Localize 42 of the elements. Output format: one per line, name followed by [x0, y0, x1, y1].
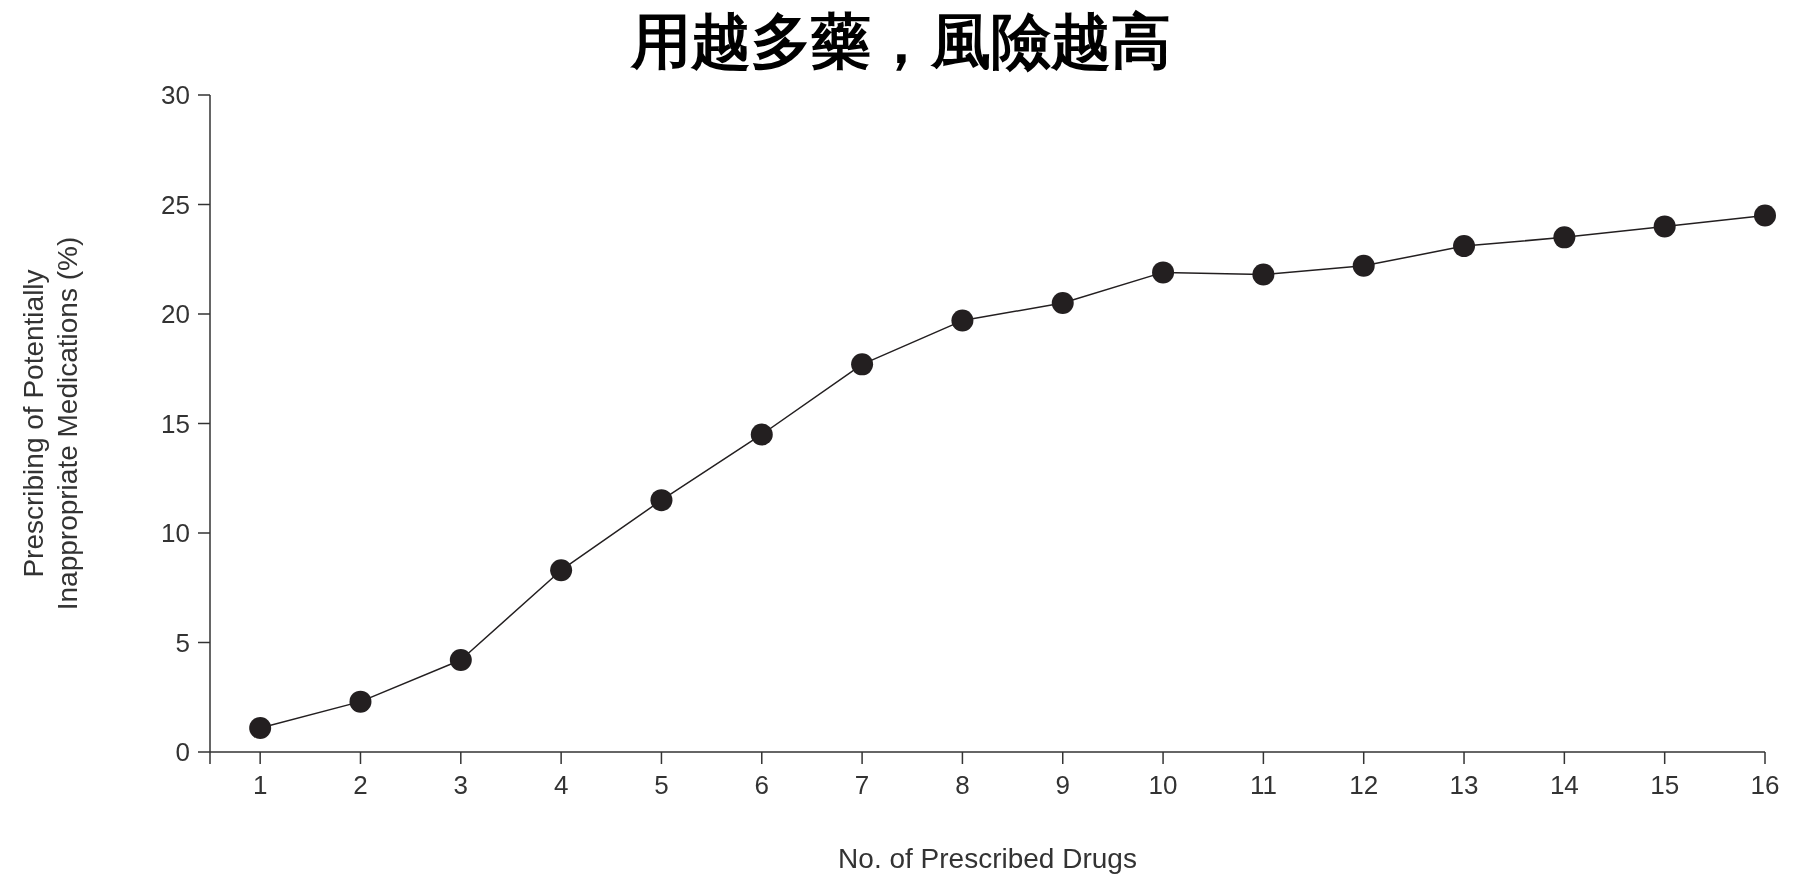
point: [750, 423, 773, 446]
title: 用越多藥，風險越高: [631, 8, 1171, 75]
x-tick-label: 12: [1349, 770, 1379, 800]
x-tick-label: 10: [1148, 770, 1178, 800]
x-tick-label: 7: [854, 770, 870, 800]
y-tick-label: 5: [175, 627, 190, 658]
point: [1352, 254, 1375, 277]
y-tick-label: 15: [161, 408, 190, 439]
x-tick-label: 3: [453, 770, 469, 800]
x-tick-label: 8: [955, 770, 970, 800]
point: [851, 353, 874, 376]
point: [349, 690, 372, 713]
x-tick-label: 16: [1750, 770, 1780, 800]
point: [1653, 215, 1676, 238]
x-tick-label: 2: [353, 770, 368, 800]
point: [951, 309, 974, 332]
x-tick-label: 1: [252, 770, 268, 800]
x-tick-label: 6: [754, 770, 770, 800]
y-axis-title: Prescribing of Potentially Inappropriate Medications (%): [18, 236, 83, 611]
point: [249, 716, 272, 739]
x-axis-title: No. of Prescribed Drugs: [838, 843, 1137, 874]
x-tick-label: 9: [1055, 770, 1070, 800]
y-tick-label: 20: [161, 299, 190, 329]
point: [550, 559, 573, 582]
y-tick-label: 25: [161, 189, 190, 220]
x-tick-label: 13: [1449, 770, 1479, 800]
point: [1453, 235, 1476, 258]
x-tick-label: 5: [654, 770, 669, 800]
point: [1252, 263, 1275, 286]
x-tick-label: 14: [1549, 770, 1579, 800]
point: [1051, 292, 1074, 315]
y-tick-label: 30: [161, 80, 190, 110]
point: [449, 649, 472, 672]
point: [1754, 204, 1776, 227]
y-tick-label: 0: [175, 737, 190, 767]
x-tick-label: 4: [553, 770, 569, 800]
point: [1152, 261, 1175, 284]
point: [1553, 226, 1576, 249]
y-tick-label: 10: [161, 518, 190, 548]
x-tick-label: 15: [1650, 770, 1680, 800]
point: [650, 489, 673, 512]
x-tick-label: 11: [1249, 770, 1277, 800]
